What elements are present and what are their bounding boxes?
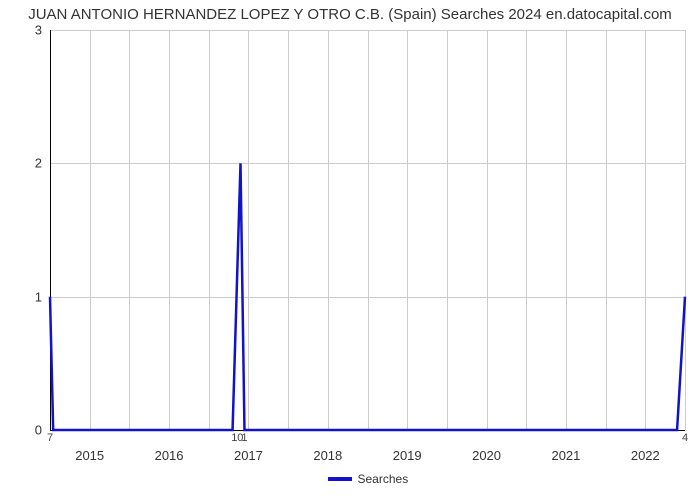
series-line — [0, 0, 700, 500]
peak-point-label: 1 — [241, 432, 247, 444]
chart-container: { "chart": { "type": "line", "title": "J… — [0, 0, 700, 500]
first-point-label: 7 — [47, 432, 53, 444]
last-point-label: 4 — [682, 432, 688, 444]
